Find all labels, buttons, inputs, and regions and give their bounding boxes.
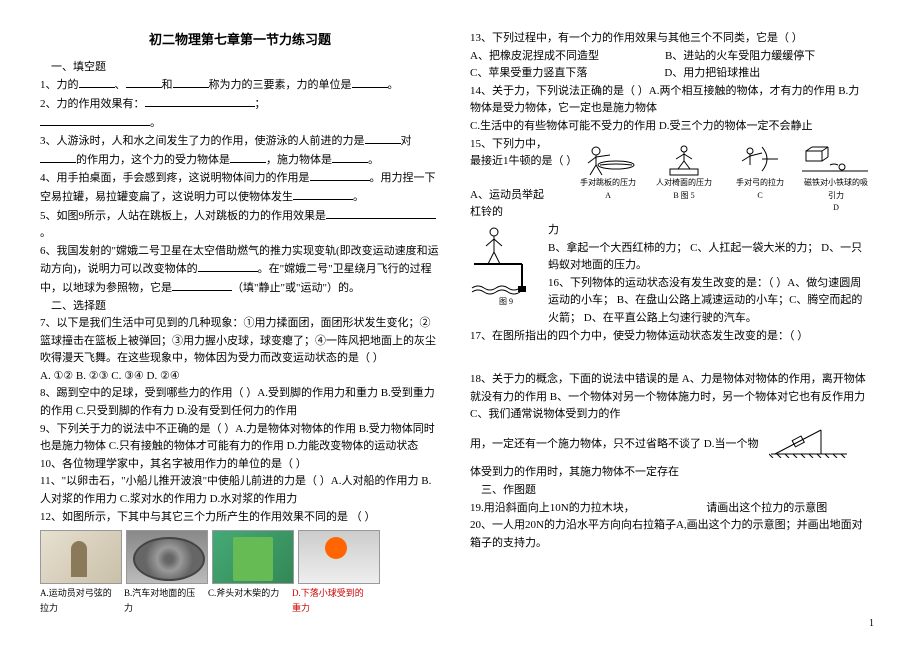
section-fill-blank: 一、填空题 [40,59,440,77]
question-9: 9、下列关于力的说法中不正确的是（ ）A.力是物体对物体的作用 B.受力物体同时… [40,421,440,456]
question-18b: 用，一定还有一个施力物体，只不过省略不谈了 D.当一个物 体受到力的作用时，其施… [470,424,870,482]
question-14: 14、关于力，下列说法正确的是（ ）A.两个相互接触的物体，才有力的作用 B.力… [470,83,870,118]
question-13: 13、下列过程中，有一个力的作用效果与其他三个不同类，它是（ ） [470,30,870,48]
question-19: 19.用沿斜面向上10N的力拉木块， 请画出这个拉力的示意图 [470,500,870,518]
question-8: 8、踢到空中的足球，受到哪些力的作用（ ）A.受到脚的作用力和重力 B.受到重力… [40,385,440,420]
question-5: 5、如图9所示，人站在跳板上，人对跳板的力的作用效果是。 [40,207,440,243]
question-1: 1、力的、和称为力的三要素，力的单位是。 [40,76,440,95]
diagram-a: 手对跳板的压力A [574,143,642,185]
question-20: 20、一人用20N的力沿水平方向向右拉箱子A,画出这个力的示意图；并画出地面对箱… [470,517,870,552]
worksheet-title: 初二物理第七章第一节力练习题 [40,30,440,51]
right-column: 13、下列过程中，有一个力的作用效果与其他三个不同类，它是（ ） A、把橡皮泥捏… [470,30,870,615]
question-13-opts: A、把橡皮泥捏成不同造型 B、进站的火车受阻力缓缓停下 C、苹果受重力竖直下落 … [470,48,870,83]
diagram-c: 手对弓的拉力C [726,143,794,185]
figure-12d [298,530,380,584]
left-column: 初二物理第七章第一节力练习题 一、填空题 1、力的、和称为力的三要素，力的单位是… [40,30,440,615]
question-17: 17、在图所指出的四个力中，使受力物体运动状态发生改变的是：（ ） [470,328,870,346]
page-number: 1 [869,618,874,629]
caption-12d: D.下落小球受到的重力 [292,586,372,615]
figure-9: 图 9 [470,224,542,312]
question-15-diagrams: 手对跳板的压力A 人对椅面的压力B 图 5 [574,143,870,185]
question-12-figures [40,530,440,584]
caption-12b: B.汽车对地面的压力 [124,586,204,615]
section-choice: 二、选择题 [40,298,440,316]
question-2: 2、力的作用效果有：； [40,95,440,114]
figure-ramp [769,424,849,465]
caption-12c: C.斧头对木柴的力 [208,586,288,615]
question-11: 11、"以卵击石，"小船儿推开波浪"中使船儿前进的力是（ ）A.人对船的作用力 … [40,473,440,508]
question-3: 3、人游泳时，人和水之间发生了力的作用，使游泳的人前进的力是对的作用力，这个力的… [40,132,440,169]
question-14c: C.生活中的有些物体可能不受力的作用 D.受三个力的物体一定不会静止 [470,118,870,136]
question-7-options: A. ①② B. ②③ C. ③④ D. ②④ [40,368,440,386]
diagram-d: 磁铁对小铁球的吸引力D [802,143,870,185]
figure-12c [212,530,294,584]
section-drawing: 三、作图题 [470,482,870,500]
figure-9-label: 图 9 [470,296,542,309]
question-12-captions: A.运动员对弓弦的拉力 B.汽车对地面的压力 C.斧头对木柴的力 D.下落小球受… [40,586,440,615]
figure-12b [126,530,208,584]
question-6: 6、我国发射的"嫦娥二号卫星在太空借助燃气的推力实现变轨(即改变运动速度和运动方… [40,243,440,298]
question-18: 18、关于力的概念，下面的说法中错误的是 A、力是物体对物体的作用，离开物体就没… [470,371,870,424]
caption-12a: A.运动员对弓弦的拉力 [40,586,120,615]
diagram-b: 人对椅面的压力B 图 5 [650,143,718,185]
question-2b: 。 [40,114,440,133]
question-12: 12、如图所示，下其中与其它三个力所产生的作用效果不同的是 （ ） [40,509,440,527]
question-4: 4、用手拍桌面，手会感到疼，这说明物体间力的作用是。用力捏一下空易拉罐，易拉罐变… [40,169,440,206]
question-10: 10、各位物理学家中，其名字被用作力的单位的是（ ） [40,456,440,474]
question-7: 7、以下是我们生活中可见到的几种现象：①用力揉面团，面团形状发生变化；②篮球撞击… [40,315,440,368]
figure-12a [40,530,122,584]
